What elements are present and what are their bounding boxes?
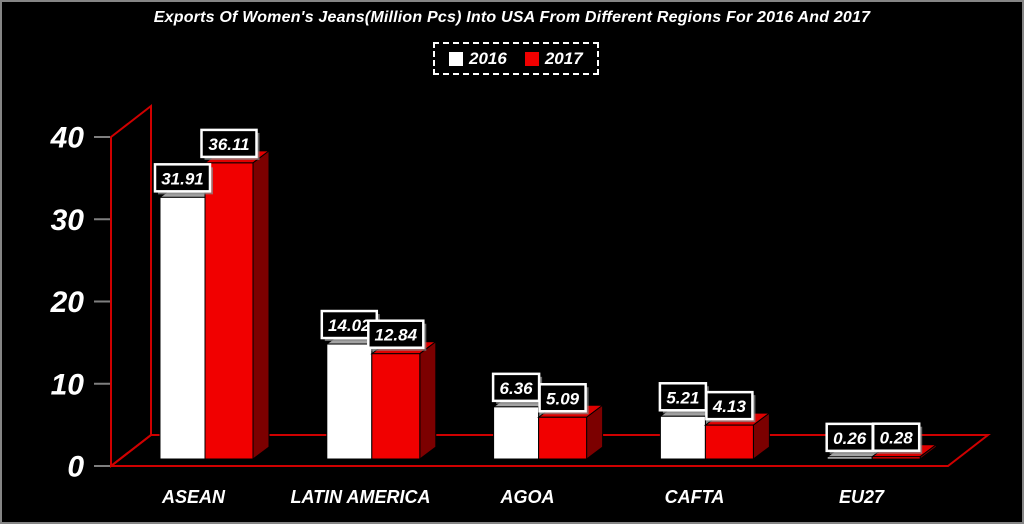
bar-2016-agoa-front: [493, 406, 540, 460]
category-label-eu27: EU27: [839, 487, 885, 507]
bar-2017-agoa-front: [538, 416, 588, 460]
category-label-cafta: CAFTA: [665, 487, 725, 507]
legend-swatch-2016-icon: [449, 51, 463, 66]
value-label-2017-agoa-box: [538, 383, 587, 413]
bar-2016-eu27-front: [826, 456, 873, 460]
ytick-label-0: 0: [67, 451, 84, 484]
legend-swatch-2017-icon: [524, 51, 539, 66]
legend-label-2016: 2016: [469, 48, 507, 68]
category-label-asean: ASEAN: [161, 487, 226, 507]
legend-item-2016: 2016: [449, 49, 507, 69]
legend-label-2017: 2017: [544, 48, 583, 68]
axis-wall: [110, 103, 152, 469]
value-label-2017-asean: 36.11: [208, 135, 249, 154]
value-label-2017-agoa: 5.09: [546, 389, 580, 408]
value-label-2017-latin america-box: [367, 319, 425, 349]
value-label-2016-eu27: 0.26: [833, 429, 867, 448]
value-label-2017-eu27: 0.28: [880, 429, 914, 448]
value-label-2017-eu27-box: [871, 422, 921, 452]
ytick-label-20: 20: [50, 286, 85, 319]
category-label-agoa: AGOA: [500, 487, 555, 507]
value-label-2016-eu27-box: [825, 422, 874, 453]
chart-title: Exports Of Women's Jeans(Million Pcs) In…: [153, 9, 871, 26]
bar-2017-latin america-front: [371, 353, 421, 460]
category-label-latin america: LATIN AMERICA: [291, 487, 431, 507]
axis-floor: [108, 434, 991, 467]
bar-2016-latin america-front: [326, 343, 373, 460]
value-label-2016-agoa: 6.36: [500, 379, 534, 398]
legend-item-2017: 2017: [524, 48, 583, 69]
value-label-2016-asean: 31.91: [161, 169, 204, 188]
value-label-2017-asean-box: [200, 128, 258, 159]
ytick-label-10: 10: [51, 368, 85, 401]
value-label-2017-cafta: 4.13: [712, 397, 747, 416]
bar-2016-cafta-front: [659, 415, 706, 460]
bar-2017-cafta-front: [704, 424, 754, 460]
bar-2017-asean-front: [204, 162, 254, 460]
bar-2016-asean-front: [159, 196, 206, 460]
value-label-2017-latin america: 12.84: [375, 326, 418, 345]
value-label-2016-asean-box: [153, 163, 212, 193]
value-label-2016-cafta: 5.21: [666, 388, 699, 407]
value-label-2016-latin america: 14.02: [328, 316, 371, 335]
ytick-label-40: 40: [50, 122, 85, 155]
bar-2017-eu27-front: [871, 456, 921, 460]
ytick-label-30: 30: [51, 204, 85, 237]
bar-2017-asean-side: [252, 149, 270, 460]
legend: 2016 2017: [433, 42, 599, 75]
bar-2017-latin america-side: [419, 340, 437, 460]
value-label-2017-cafta-box: [705, 390, 754, 421]
